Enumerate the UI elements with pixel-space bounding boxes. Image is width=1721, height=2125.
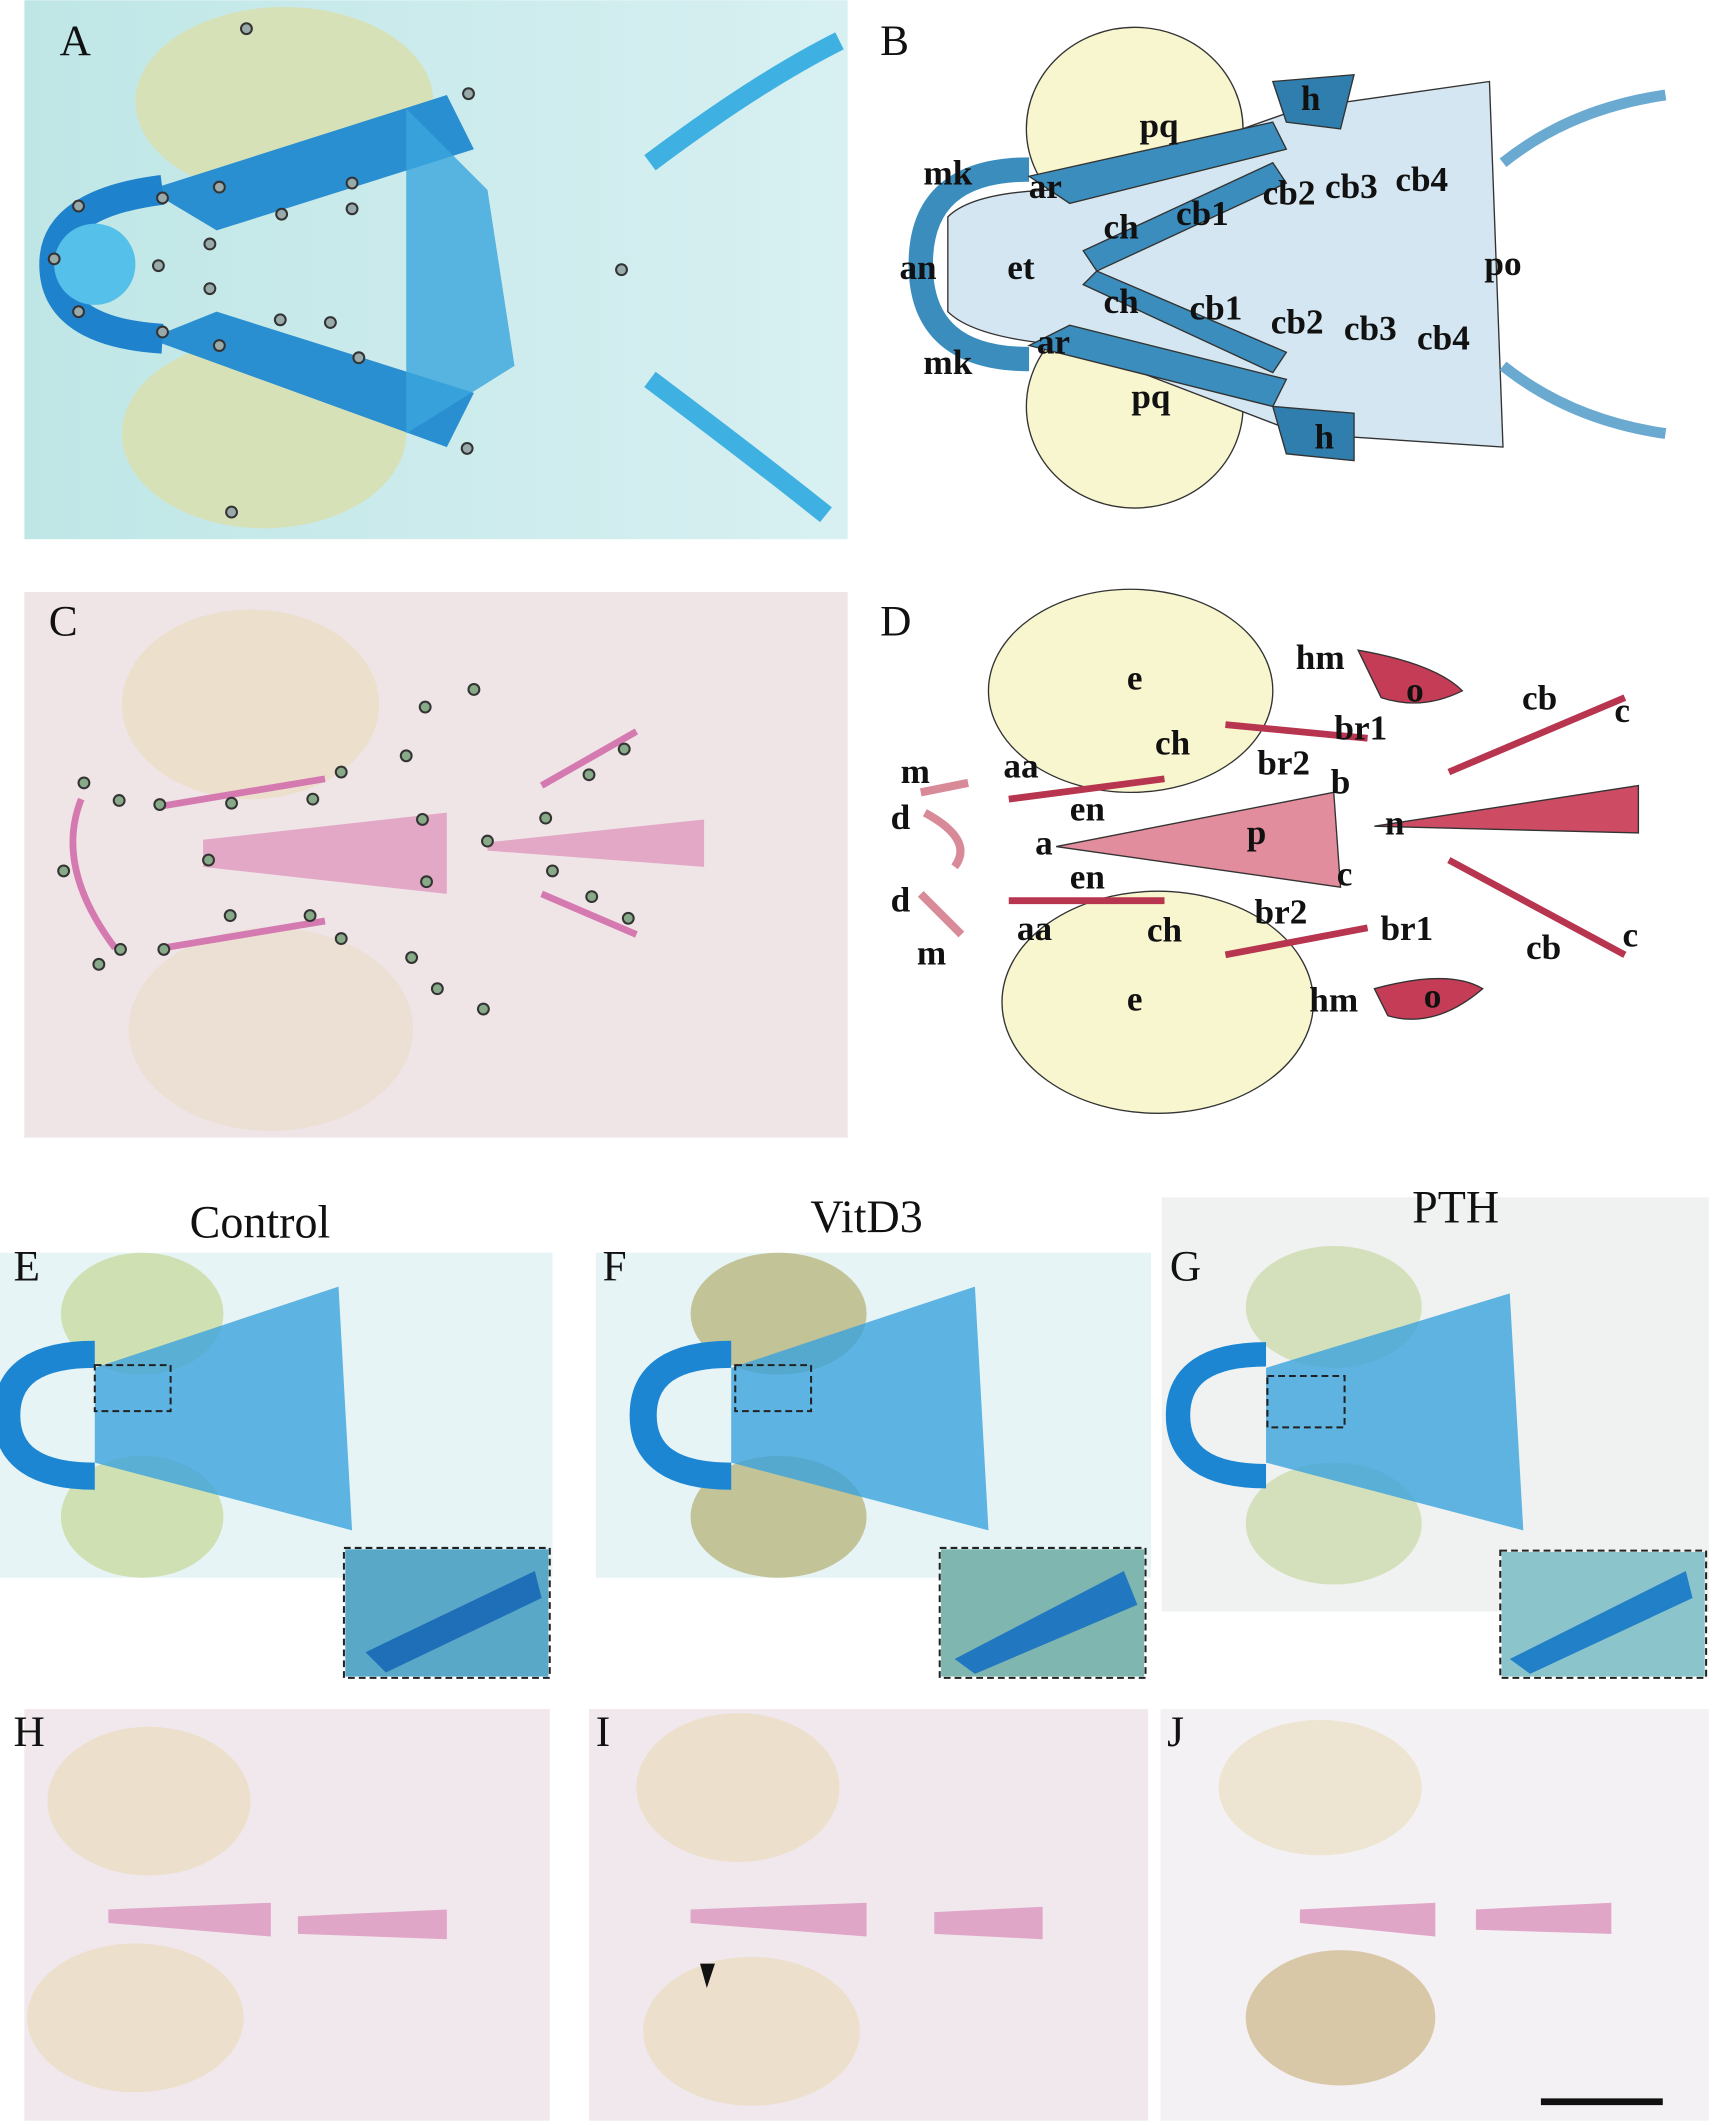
photo-c: [24, 591, 848, 1138]
anatomy-label: ch: [1147, 910, 1183, 949]
anatomy-label: et: [1007, 248, 1035, 287]
anatomy-label: en: [1070, 857, 1106, 896]
panel-letter: B: [880, 17, 909, 65]
condition-label: PTH: [1412, 1182, 1499, 1233]
anatomy-label: h: [1314, 417, 1334, 456]
anatomy-label: cb2: [1271, 302, 1324, 341]
panel-letter: C: [49, 598, 78, 646]
anatomy-label: hm: [1296, 638, 1345, 677]
anatomy-label: cb: [1522, 679, 1557, 718]
anatomy-label: mk: [923, 343, 972, 382]
anatomy-label: cb4: [1395, 160, 1448, 199]
panel-letter: D: [880, 598, 911, 646]
anatomy-label: an: [899, 248, 937, 287]
anatomy-label: ar: [1029, 167, 1062, 206]
anatomy-label: ch: [1104, 208, 1140, 247]
diagram-d: [917, 588, 1640, 1114]
photo-a: [24, 0, 848, 540]
panel-letter: J: [1167, 1708, 1184, 1756]
anatomy-label: cb1: [1176, 194, 1229, 233]
panel-letter: F: [603, 1242, 627, 1290]
anatomy-label: cb2: [1263, 174, 1316, 213]
panel-letter: A: [60, 17, 91, 65]
anatomy-label: br2: [1255, 893, 1308, 932]
panel-letter: H: [14, 1708, 45, 1756]
anatomy-label: br1: [1380, 909, 1433, 948]
anatomy-label: br1: [1334, 709, 1387, 748]
anatomy-label: b: [1331, 763, 1351, 802]
panel-letter: G: [1170, 1242, 1201, 1290]
anatomy-label: cb1: [1190, 289, 1243, 328]
anatomy-label: aa: [1003, 746, 1039, 785]
panel-letter: E: [14, 1242, 40, 1290]
anatomy-label: e: [1127, 658, 1143, 697]
anatomy-label: br2: [1257, 744, 1310, 783]
anatomy-label: c: [1337, 855, 1353, 894]
anatomy-label: po: [1484, 244, 1521, 283]
anatomy-label: e: [1127, 979, 1143, 1018]
anatomy-label: hm: [1309, 981, 1358, 1020]
anatomy-label: c: [1614, 691, 1630, 730]
condition-label: VitD3: [810, 1191, 922, 1242]
anatomy-label: cb3: [1344, 309, 1397, 348]
anatomy-label: mk: [923, 153, 972, 192]
anatomy-label: ch: [1104, 282, 1140, 321]
anatomy-label: en: [1070, 790, 1106, 829]
anatomy-label: aa: [1017, 909, 1053, 948]
anatomy-label: o: [1424, 977, 1442, 1016]
diagram-b: [908, 26, 1667, 509]
anatomy-label: d: [891, 798, 911, 837]
photos-hij: [24, 1709, 1709, 2121]
anatomy-label: ch: [1155, 723, 1191, 762]
anatomy-label: pq: [1139, 106, 1179, 145]
anatomy-label: m: [917, 933, 946, 972]
anatomy-label: cb: [1526, 928, 1561, 967]
anatomy-label: d: [891, 880, 911, 919]
anatomy-label: m: [901, 752, 930, 791]
anatomy-label: ar: [1037, 323, 1070, 362]
anatomy-label: pq: [1131, 377, 1171, 416]
anatomy-label: c: [1622, 916, 1638, 955]
anatomy-label: a: [1035, 824, 1053, 863]
condition-label: Control: [190, 1197, 331, 1248]
panel-letter: I: [596, 1708, 610, 1756]
anatomy-label: n: [1385, 803, 1405, 842]
anatomy-label: h: [1301, 79, 1321, 118]
anatomy-label: cb4: [1417, 319, 1470, 358]
anatomy-label: cb3: [1325, 167, 1378, 206]
anatomy-label: o: [1406, 671, 1424, 710]
photos-efg: [0, 1197, 1709, 1679]
anatomy-label: p: [1247, 813, 1267, 852]
